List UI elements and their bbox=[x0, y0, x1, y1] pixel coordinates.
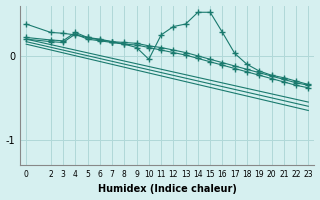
X-axis label: Humidex (Indice chaleur): Humidex (Indice chaleur) bbox=[98, 184, 237, 194]
